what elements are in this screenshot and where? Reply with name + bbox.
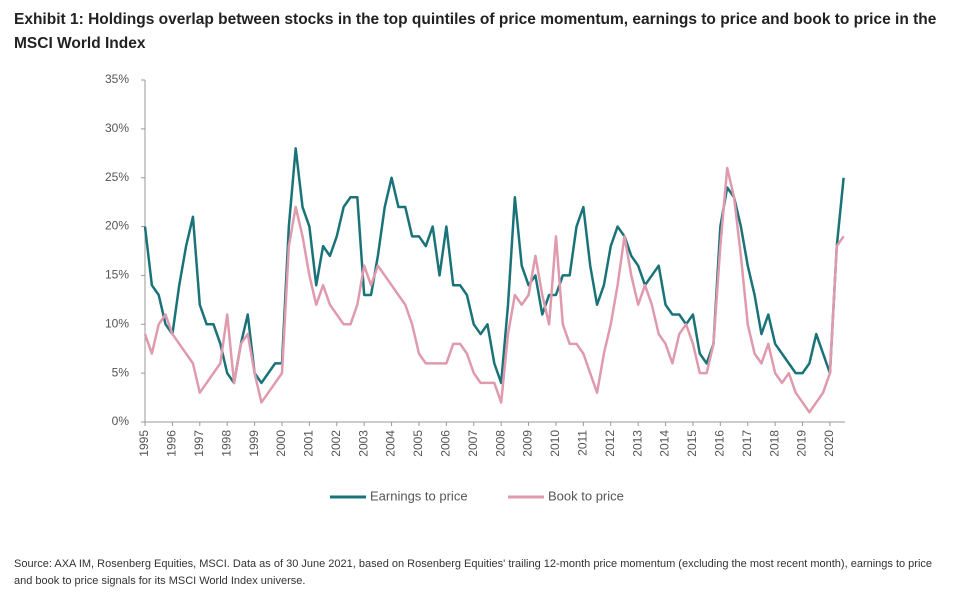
y-tick-label: 35%	[105, 72, 129, 86]
y-tick-label: 0%	[112, 414, 130, 428]
line-series	[143, 166, 845, 414]
y-tick-label: 5%	[112, 365, 130, 379]
x-tick-label: 2006	[439, 430, 453, 457]
x-tick-label: 2009	[521, 430, 535, 457]
x-tick-label: 2015	[685, 430, 699, 457]
x-tick-label: 2008	[493, 430, 507, 457]
x-tick-label: 2019	[795, 430, 809, 457]
y-tick-label: 25%	[105, 170, 129, 184]
x-tick-label: 2007	[466, 430, 480, 457]
y-tick-label: 15%	[105, 268, 129, 282]
x-tick-label: 1996	[165, 430, 179, 457]
x-tick-label: 2012	[603, 430, 617, 457]
line-series	[143, 147, 845, 385]
x-tick-label: 2010	[548, 430, 562, 457]
x-tick-label: 2016	[713, 430, 727, 457]
chart: 0% 5% 10% 15% 20% 25% 30% 35% 1995 1996 1997 1998 19…	[105, 72, 845, 503]
chart-title: Exhibit 1: Holdings overlap between stoc…	[14, 11, 937, 52]
x-tick-label: 1998	[219, 430, 233, 457]
y-tick-label: 30%	[105, 121, 129, 135]
y-tick-label: 10%	[105, 316, 129, 330]
x-tick-label: 2003	[356, 430, 370, 457]
x-tick-label: 2017	[740, 430, 754, 457]
x-tick-label: 2014	[658, 430, 672, 457]
x-tick-label: 2001	[302, 430, 316, 457]
y-tick-label: 20%	[105, 219, 129, 233]
x-tick-label: 2002	[329, 430, 343, 457]
x-tick-label: 2018	[767, 430, 781, 457]
x-tick-label: 2020	[822, 430, 836, 457]
legend-label: Earnings to price	[370, 488, 468, 503]
x-tick-label: 1995	[137, 430, 151, 457]
x-tick-label: 2011	[576, 430, 590, 456]
source-note: Source: AXA IM, Rosenberg Equities, MSCI…	[14, 558, 933, 587]
x-tick-label: 2004	[384, 430, 398, 457]
x-tick-label: 1999	[247, 430, 261, 457]
x-tick-label: 2000	[274, 430, 288, 457]
x-tick-label: 2013	[630, 430, 644, 457]
legend-label: Book to price	[548, 488, 624, 503]
x-tick-label: 1997	[192, 430, 206, 457]
x-tick-label: 2005	[411, 430, 425, 457]
